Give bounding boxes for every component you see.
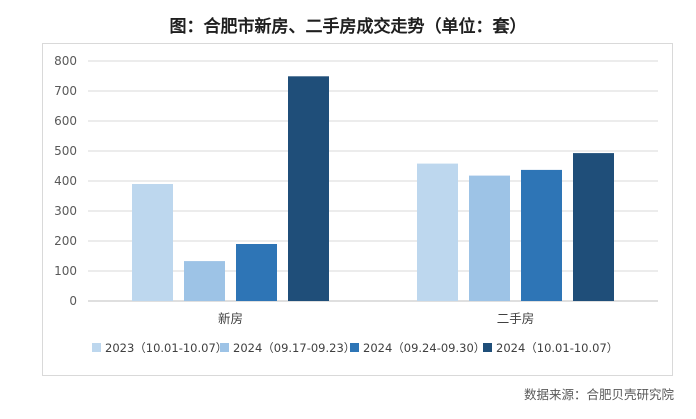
legend-label: 2024（09.24-09.30） (363, 341, 485, 355)
y-tick-label: 600 (54, 114, 77, 128)
y-tick-label: 700 (54, 84, 77, 98)
bar (521, 169, 562, 301)
legend-label: 2024（09.17-09.23） (233, 341, 355, 355)
legend-swatch (92, 343, 101, 352)
bar (469, 175, 510, 301)
x-category-label: 新房 (218, 311, 243, 326)
source-note: 数据来源：合肥贝壳研究院 (523, 387, 674, 402)
legend-swatch (483, 343, 492, 352)
bar (132, 184, 173, 301)
bar (184, 261, 225, 301)
bar (417, 163, 458, 301)
y-tick-label: 100 (54, 264, 77, 278)
bar (236, 244, 277, 301)
y-tick-label: 300 (54, 204, 77, 218)
y-tick-label: 200 (54, 234, 77, 248)
chart-frame (42, 43, 673, 376)
legend-swatch (220, 343, 229, 352)
bar (288, 76, 329, 301)
legend-swatch (350, 343, 359, 352)
legend-label: 2024（10.01-10.07） (496, 341, 618, 355)
x-category-label: 二手房 (497, 311, 535, 326)
chart-title: 图：合肥市新房、二手房成交走势（单位：套） (169, 17, 527, 37)
y-tick-label: 500 (54, 144, 77, 158)
y-tick-label: 800 (54, 54, 77, 68)
legend-label: 2023（10.01-10.07） (105, 341, 227, 355)
bar (573, 153, 614, 301)
y-tick-label: 400 (54, 174, 77, 188)
y-tick-label: 0 (69, 294, 77, 308)
